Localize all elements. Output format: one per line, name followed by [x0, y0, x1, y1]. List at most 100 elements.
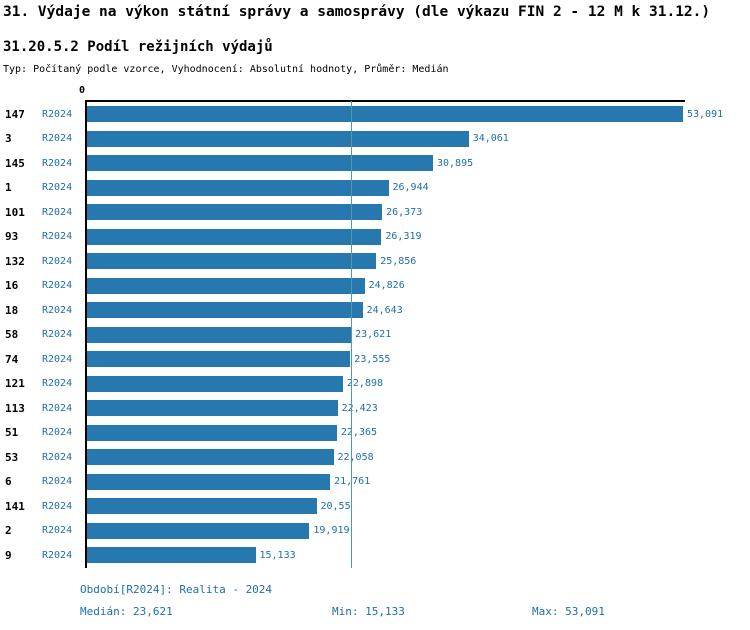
- chart-row: 141 R2024 20,55: [0, 494, 750, 519]
- bar: [85, 522, 310, 539]
- category-label: 16: [5, 279, 19, 293]
- bar: [85, 424, 337, 441]
- bar-track: 19,919: [85, 522, 750, 539]
- bar-value-label: 26,373: [386, 206, 423, 218]
- chart-row: 18 R2024 24,643: [0, 298, 750, 323]
- section-title: 31.20.5.2 Podíl režijních výdajů: [3, 39, 273, 55]
- y-axis-line: [85, 100, 87, 568]
- bar: [85, 473, 331, 490]
- category-label: 93: [5, 230, 19, 244]
- bar-value-label: 22,365: [340, 427, 378, 439]
- chart-rows: 147 R2024 53,091 3 R2024 34,061 145 R2024 30,895…: [0, 102, 750, 568]
- bar: [85, 179, 389, 196]
- series-label: R2024: [42, 280, 73, 292]
- bar-track: 34,061: [85, 130, 750, 147]
- bar: [85, 302, 363, 319]
- bar-track: 53,091: [85, 106, 750, 123]
- bar-track: 30,895: [85, 155, 750, 172]
- x-axis-line: [85, 100, 685, 102]
- bar-track: 22,365: [85, 424, 750, 441]
- bar-track: 26,944: [85, 179, 750, 196]
- bar: [85, 547, 256, 564]
- footer-median-label: Medián: 23,621: [80, 605, 173, 618]
- category-label: 101: [5, 205, 25, 219]
- category-label: 18: [5, 303, 19, 317]
- bar-value-label: 22,423: [341, 402, 378, 414]
- bar-value-label: 26,319: [385, 231, 422, 243]
- bar-track: 22,898: [85, 375, 750, 392]
- footer-min-label: Min: 15,133: [332, 605, 405, 618]
- bar: [85, 400, 338, 417]
- bar: [85, 449, 334, 466]
- bar-value-label: 20,55: [320, 500, 351, 512]
- bar: [85, 130, 469, 147]
- category-label: 147: [5, 107, 25, 121]
- bar-value-label: 21,761: [334, 476, 371, 488]
- category-label: 74: [5, 352, 19, 366]
- series-label: R2024: [42, 378, 73, 390]
- bar-value-label: 23,621: [355, 329, 392, 341]
- category-label: 121: [5, 377, 25, 391]
- chart-row: 101 R2024 26,373: [0, 200, 750, 225]
- chart-row: 74 R2024 23,555: [0, 347, 750, 372]
- category-label: 6: [5, 475, 12, 489]
- series-label: R2024: [42, 451, 73, 463]
- bar-value-label: 25,856: [380, 255, 417, 267]
- series-label: R2024: [42, 329, 73, 341]
- bar-track: 26,319: [85, 228, 750, 245]
- category-label: 132: [5, 254, 25, 268]
- bar-track: 24,643: [85, 302, 750, 319]
- chart-row: 147 R2024 53,091: [0, 102, 750, 127]
- series-label: R2024: [42, 402, 73, 414]
- bar-value-label: 22,058: [337, 451, 374, 463]
- chart-row: 58 R2024 23,621: [0, 323, 750, 348]
- bar-value-label: 30,895: [437, 157, 474, 169]
- series-label: R2024: [42, 353, 73, 365]
- bar-value-label: 26,944: [392, 182, 429, 194]
- series-label: R2024: [42, 549, 73, 561]
- bar: [85, 277, 365, 294]
- chart-row: 9 R2024 15,133: [0, 543, 750, 568]
- category-label: 58: [5, 328, 19, 342]
- report-title: 31. Výdaje na výkon státní správy a samo…: [3, 4, 711, 20]
- series-label: R2024: [42, 182, 73, 194]
- chart-row: 113 R2024 22,423: [0, 396, 750, 421]
- bar-track: 26,373: [85, 204, 750, 221]
- category-label: 141: [5, 499, 25, 513]
- bar: [85, 326, 352, 343]
- bar-value-label: 23,555: [354, 353, 391, 365]
- series-label: R2024: [42, 157, 73, 169]
- bar-track: 23,555: [85, 351, 750, 368]
- bar-value-label: 34,061: [472, 133, 509, 145]
- report-page: 31. Výdaje na výkon státní správy a samo…: [0, 4, 750, 618]
- series-label: R2024: [42, 476, 73, 488]
- series-label: R2024: [42, 133, 73, 145]
- series-label: R2024: [42, 500, 73, 512]
- chart-row: 53 R2024 22,058: [0, 445, 750, 470]
- chart-row: 51 R2024 22,365: [0, 421, 750, 446]
- series-label: R2024: [42, 231, 73, 243]
- x-axis-zero-label: 0: [79, 85, 86, 96]
- series-label: R2024: [42, 304, 73, 316]
- chart-row: 121 R2024 22,898: [0, 372, 750, 397]
- bar-value-label: 53,091: [687, 108, 724, 120]
- chart-row: 2 R2024 19,919: [0, 519, 750, 544]
- series-label: R2024: [42, 206, 73, 218]
- bar-track: 25,856: [85, 253, 750, 270]
- bar: [85, 204, 383, 221]
- chart-footer: Období[R2024]: Realita - 2024 Medián: 23…: [80, 583, 750, 618]
- category-label: 53: [5, 450, 19, 464]
- bar: [85, 228, 382, 245]
- bar: [85, 253, 377, 270]
- category-label: 3: [5, 132, 12, 146]
- bar-value-label: 24,826: [368, 280, 405, 292]
- chart-row: 145 R2024 30,895: [0, 151, 750, 176]
- bar-value-label: 19,919: [313, 525, 350, 537]
- bar-value-label: 24,643: [366, 304, 403, 316]
- bar-value-label: 22,898: [346, 378, 384, 390]
- chart-row: 16 R2024 24,826: [0, 274, 750, 299]
- bar-track: 15,133: [85, 547, 750, 564]
- series-label: R2024: [42, 427, 73, 439]
- category-label: 2: [5, 524, 12, 538]
- chart-row: 93 R2024 26,319: [0, 225, 750, 250]
